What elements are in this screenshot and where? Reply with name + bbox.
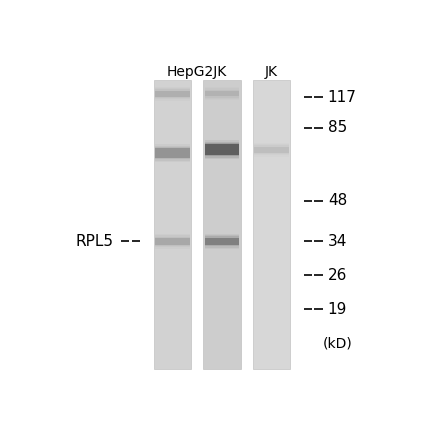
Bar: [155, 234, 190, 249]
Text: 117: 117: [328, 90, 357, 105]
Bar: [155, 144, 190, 162]
Text: 34: 34: [328, 234, 347, 249]
Bar: [205, 236, 239, 247]
Bar: [253, 80, 290, 369]
Text: RPL5: RPL5: [75, 234, 113, 249]
Bar: [205, 90, 239, 98]
Bar: [254, 142, 289, 157]
Bar: [155, 235, 190, 247]
Bar: [203, 80, 241, 369]
Bar: [155, 86, 190, 101]
Bar: [254, 145, 289, 154]
Text: 26: 26: [328, 268, 347, 283]
Bar: [254, 144, 289, 156]
Bar: [205, 235, 239, 248]
Bar: [155, 237, 190, 246]
Bar: [205, 140, 239, 159]
Bar: [205, 238, 239, 245]
Text: JK: JK: [265, 64, 278, 78]
Bar: [205, 91, 239, 97]
Bar: [155, 88, 190, 99]
Bar: [205, 234, 239, 249]
Text: (kD): (kD): [323, 336, 352, 350]
Bar: [155, 90, 190, 97]
Bar: [205, 88, 239, 99]
Bar: [154, 80, 191, 369]
Bar: [155, 147, 190, 159]
Bar: [205, 143, 239, 157]
Bar: [205, 87, 239, 101]
Bar: [205, 144, 239, 155]
Bar: [254, 147, 289, 153]
Text: 48: 48: [328, 193, 347, 208]
Text: HepG2JK: HepG2JK: [166, 64, 227, 78]
Bar: [155, 146, 190, 161]
Bar: [155, 89, 190, 98]
Bar: [205, 142, 239, 158]
Text: 19: 19: [328, 302, 347, 317]
Bar: [155, 238, 190, 245]
Bar: [155, 148, 190, 158]
Text: 85: 85: [328, 120, 347, 135]
